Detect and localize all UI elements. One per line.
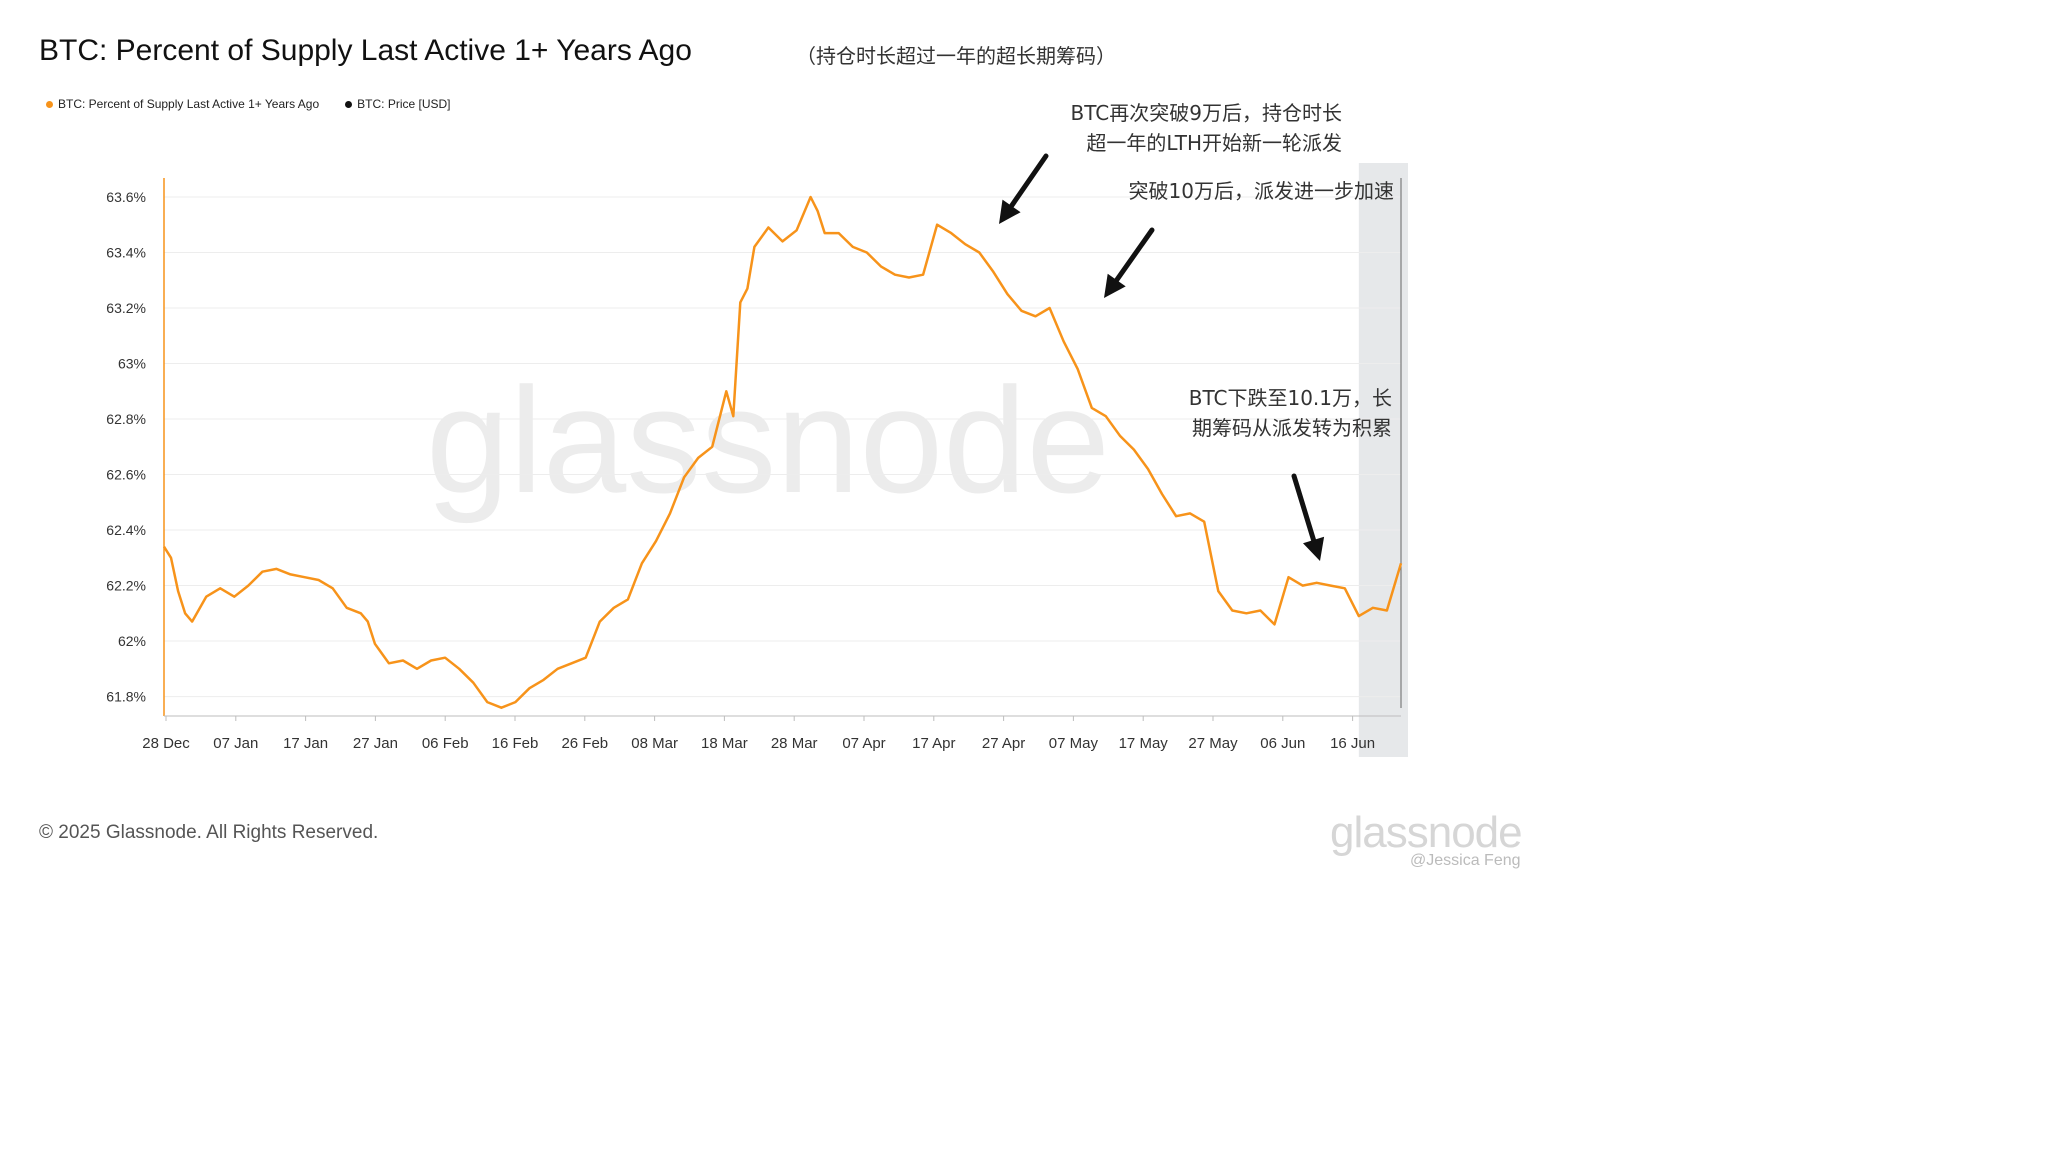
x-tick-label: 16 Jun <box>1330 735 1375 752</box>
chart-legend: BTC: Percent of Supply Last Active 1+ Ye… <box>46 97 451 111</box>
y-left-tick-label: 62.6% <box>106 467 146 483</box>
annotation-arrow-3-head <box>1303 536 1325 561</box>
y-left-tick-label: 62% <box>118 633 146 649</box>
y-left-tick-label: 62.4% <box>106 522 146 538</box>
y-left-tick-label: 61.8% <box>106 689 146 705</box>
y-left-tick-label: 63% <box>118 356 146 372</box>
legend-swatch-price <box>345 100 353 108</box>
x-tick-label: 28 Mar <box>771 735 818 752</box>
annotation-arrow-3-shaft <box>1291 473 1317 543</box>
y-left-tick-label: 62.8% <box>106 411 146 427</box>
legend-swatch-supply <box>46 100 53 108</box>
x-tick-label: 07 May <box>1049 735 1099 752</box>
x-tick-label: 17 Apr <box>912 735 955 752</box>
page-title: BTC: Percent of Supply Last Active 1+ Ye… <box>39 34 692 67</box>
annotation-accumulation: BTC下跌至10.1万，长 期筹码从派发转为积累 <box>1188 386 1392 440</box>
y-left-tick-label: 63.2% <box>106 300 146 316</box>
x-tick-label: 07 Jan <box>213 735 258 752</box>
x-tick-label: 17 Jan <box>283 735 328 752</box>
x-tick-label: 28 Dec <box>142 735 190 752</box>
annotation-arrow-1-shaft <box>1009 153 1049 209</box>
author-credit: @Jessica Feng <box>1410 852 1521 869</box>
brand-watermark: glassnode <box>1330 808 1523 857</box>
y-left-tick-label: 63.6% <box>106 189 146 205</box>
x-tick-label: 16 Feb <box>492 735 539 752</box>
x-tick-label: 27 May <box>1188 735 1238 752</box>
legend-item-price[interactable]: BTC: Price [USD] <box>345 97 451 111</box>
y-left-tick-label: 63.4% <box>106 244 146 260</box>
annotation-arrow-1-head <box>999 199 1021 224</box>
annotation-arrow-2-shaft <box>1114 227 1155 283</box>
x-tick-label: 27 Apr <box>982 735 1025 752</box>
x-tick-label: 18 Mar <box>701 735 748 752</box>
legend-label-price: BTC: Price [USD] <box>357 97 451 111</box>
supply-series-line <box>162 195 1403 709</box>
background-watermark: glassnode <box>426 356 1110 524</box>
legend-item-supply[interactable]: BTC: Percent of Supply Last Active 1+ Ye… <box>46 97 319 111</box>
x-tick-label: 06 Feb <box>422 735 469 752</box>
page-subtitle: （持仓时长超过一年的超长期筹码） <box>796 44 1116 68</box>
x-tick-label: 17 May <box>1119 735 1169 752</box>
x-tick-label: 27 Jan <box>353 735 398 752</box>
x-tick-label: 08 Mar <box>631 735 678 752</box>
legend-label-supply: BTC: Percent of Supply Last Active 1+ Ye… <box>58 97 320 111</box>
annotation-distribution-accelerates: 突破10万后，派发进一步加速 <box>1128 179 1394 203</box>
x-tick-label: 06 Jun <box>1260 735 1305 752</box>
chart-canvas: glassnode 61.8% 62% 62.2% 62.4% 62.6% 62.8% 63… <box>106 153 1408 757</box>
x-tick-label: 07 Apr <box>842 735 885 752</box>
highlight-region <box>1358 163 1408 757</box>
annotation-lth-distribution: BTC再次突破9万后，持仓时长 超一年的LTH开始新一轮派发 <box>1070 101 1342 155</box>
x-tick-label: 26 Feb <box>561 735 608 752</box>
y-left-tick-label: 62.2% <box>106 578 146 594</box>
copyright-footer: © 2025 Glassnode. All Rights Reserved. <box>39 822 379 843</box>
annotation-arrow-2-head <box>1104 273 1126 298</box>
